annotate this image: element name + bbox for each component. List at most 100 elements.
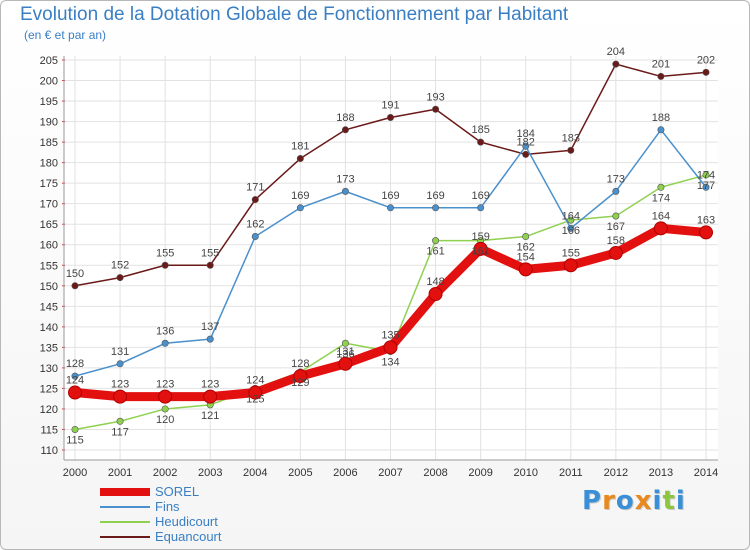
logo-letter: i: [652, 486, 663, 516]
data-point-heudicourt: [432, 237, 440, 245]
y-tick-label: 125: [40, 383, 58, 395]
data-label-equancourt: 191: [381, 99, 399, 111]
data-label-fins: 174: [697, 169, 715, 181]
data-label-heudicourt: 121: [201, 410, 219, 422]
data-point-fins: [522, 142, 530, 150]
data-label-equancourt: 201: [652, 58, 670, 70]
legend-swatch: [100, 521, 150, 523]
data-point-fins: [432, 204, 440, 212]
data-label-heudicourt: 161: [426, 246, 444, 258]
data-point-equancourt: [702, 68, 710, 76]
data-label-fins: 184: [517, 128, 535, 140]
data-label-fins: 128: [66, 358, 84, 370]
data-label-equancourt: 155: [201, 247, 219, 259]
data-point-equancourt: [477, 138, 485, 146]
data-point-fins: [206, 335, 214, 343]
data-point-sorel: [563, 258, 578, 273]
data-point-sorel: [383, 340, 398, 355]
data-label-fins: 169: [471, 190, 489, 202]
logo-letter: o: [615, 486, 635, 516]
data-point-sorel: [338, 356, 353, 371]
data-label-equancourt: 185: [471, 124, 489, 136]
data-point-heudicourt: [612, 212, 620, 220]
data-label-equancourt: 183: [562, 132, 580, 144]
data-label-sorel: 123: [156, 379, 174, 391]
y-tick-label: 150: [40, 281, 58, 293]
data-label-equancourt: 181: [291, 141, 309, 153]
data-point-heudicourt: [657, 183, 665, 191]
data-label-sorel: 159: [471, 231, 489, 243]
data-point-fins: [116, 360, 124, 368]
x-tick-label: 2000: [63, 467, 87, 479]
x-tick-label: 2007: [378, 467, 402, 479]
data-point-heudicourt: [71, 425, 79, 433]
data-label-heudicourt: 166: [562, 225, 580, 237]
data-point-sorel: [653, 221, 668, 236]
data-label-sorel: 148: [426, 276, 444, 288]
y-tick-label: 165: [40, 219, 58, 231]
logo-letter: r: [602, 486, 616, 516]
x-tick-label: 2009: [468, 467, 492, 479]
data-label-equancourt: 155: [156, 247, 174, 259]
data-point-equancourt: [612, 60, 620, 68]
data-label-fins: 169: [426, 190, 444, 202]
data-point-fins: [657, 126, 665, 134]
data-point-equancourt: [657, 72, 665, 80]
data-point-sorel: [203, 389, 218, 404]
data-label-fins: 162: [246, 219, 264, 231]
data-point-equancourt: [116, 274, 124, 282]
x-tick-label: 2001: [108, 467, 132, 479]
data-point-heudicourt: [161, 405, 169, 413]
data-label-heudicourt: 125: [246, 393, 264, 405]
y-tick-label: 175: [40, 178, 58, 190]
data-point-sorel: [608, 245, 623, 260]
data-label-sorel: 124: [66, 375, 84, 387]
data-label-heudicourt: 174: [652, 192, 670, 204]
data-label-sorel: 135: [381, 329, 399, 341]
data-label-heudicourt: 134: [381, 356, 399, 368]
x-tick-label: 2013: [649, 467, 673, 479]
data-label-fins: 169: [381, 190, 399, 202]
y-tick-label: 190: [40, 117, 58, 129]
y-tick-label: 200: [40, 76, 58, 88]
data-label-sorel: 164: [652, 210, 670, 222]
data-label-fins: 164: [562, 210, 580, 222]
data-point-sorel: [68, 385, 82, 400]
data-label-heudicourt: 161: [471, 246, 489, 258]
data-label-sorel: 158: [607, 235, 625, 247]
chart-title: Evolution de la Dotation Globale de Fonc…: [20, 4, 569, 25]
data-point-equancourt: [296, 155, 304, 163]
logo-letter: P: [582, 486, 603, 516]
data-point-sorel: [248, 385, 263, 400]
data-label-equancourt: 202: [697, 54, 715, 66]
data-point-equancourt: [432, 105, 440, 113]
data-label-heudicourt: 117: [111, 426, 129, 438]
data-label-fins: 188: [652, 112, 670, 124]
legend-label: SOREL: [155, 484, 200, 499]
data-label-fins: 131: [111, 346, 129, 358]
data-point-fins: [161, 339, 169, 347]
x-tick-label: 2002: [153, 467, 177, 479]
data-point-sorel: [518, 262, 533, 277]
x-tick-label: 2012: [604, 467, 628, 479]
data-label-heudicourt: 136: [336, 348, 354, 360]
data-label-heudicourt: 129: [291, 377, 309, 389]
data-label-sorel: 124: [246, 375, 264, 387]
x-tick-label: 2010: [513, 467, 537, 479]
data-point-fins: [341, 187, 349, 195]
data-label-fins: 137: [201, 321, 219, 333]
x-tick-label: 2003: [198, 467, 222, 479]
legend-swatch: [100, 536, 150, 538]
y-tick-label: 170: [40, 199, 58, 211]
data-point-heudicourt: [522, 233, 530, 241]
data-label-sorel: 155: [562, 247, 580, 259]
data-label-equancourt: 188: [336, 112, 354, 124]
y-tick-label: 115: [40, 424, 58, 436]
y-tick-label: 140: [40, 322, 58, 334]
data-label-fins: 173: [336, 173, 354, 185]
y-tick-label: 195: [40, 96, 58, 108]
logo-letter: x: [634, 486, 653, 516]
data-label-heudicourt: 120: [156, 414, 174, 426]
chart-legend: SOREL Fins Heudicourt Equancourt: [100, 484, 300, 545]
